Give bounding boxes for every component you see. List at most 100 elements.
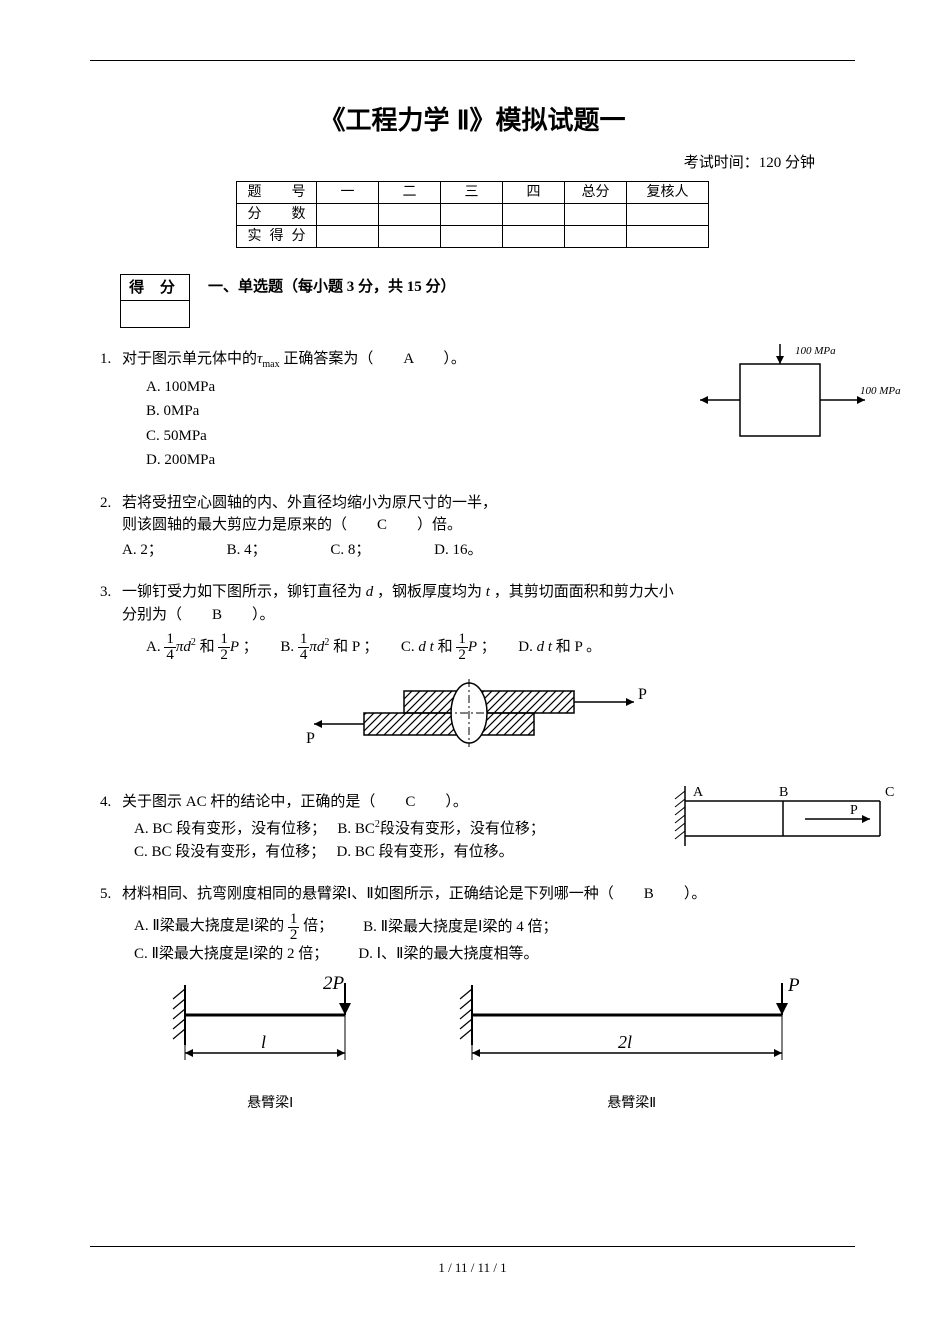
option-d: D. 16。 xyxy=(434,539,482,562)
cell: 复核人 xyxy=(627,181,709,203)
text: 对于图示单元体中的 xyxy=(122,351,257,367)
option-d: D. d t 和 P 。 xyxy=(518,639,601,655)
text: 和 xyxy=(200,639,215,655)
question-5: 5. 材料相同、抗弯刚度相同的悬臂梁Ⅰ、Ⅱ如图所示，正确结论是下列哪一种（ B … xyxy=(122,883,845,1114)
options: A. 14πd2 和 12P ； B. 14πd2 和 P ； C. d t 和… xyxy=(146,632,845,663)
svg-text:C: C xyxy=(885,785,894,800)
option-a: A. Ⅱ梁最大挠度是Ⅰ梁的 12 倍； xyxy=(134,918,337,934)
text: 和 P ； xyxy=(333,639,378,655)
option-c: C. Ⅱ梁最大挠度是Ⅰ梁的 2 倍； xyxy=(134,946,328,962)
text: ，钢板厚度均为 xyxy=(373,584,486,600)
stress-element-icon: 100 MPa 100 MPa xyxy=(685,344,905,459)
q4-text: 关于图示 AC 杆的结论中，正确的是（ C ）。 xyxy=(122,794,468,810)
svg-text:2l: 2l xyxy=(618,1032,632,1052)
svg-text:A: A xyxy=(693,785,704,800)
frac-d: 2 xyxy=(288,928,300,943)
cell: 四 xyxy=(503,181,565,203)
text: D. xyxy=(518,639,536,655)
cell xyxy=(379,225,441,247)
cantilever-beam-icon: P 2l xyxy=(452,975,812,1085)
option-a: A. BC 段有变形，没有位移； xyxy=(134,821,326,837)
opt-text: B. 0MPa xyxy=(146,403,199,419)
text: 和 P 。 xyxy=(556,639,601,655)
question-3: 3. 一铆钉受力如下图所示，铆钉直径为 d ，钢板厚度均为 t ，其剪切面面积和… xyxy=(122,581,845,771)
section-title: 一、单选题（每小题 3 分，共 15 分） xyxy=(100,274,845,299)
page-footer: 1 / 11 / 11 / 1 xyxy=(0,1258,945,1278)
cell: 分 数 xyxy=(237,203,317,225)
question-2: 2. 若将受扭空心圆轴的内、外直径均缩小为原尺寸的一半， 则该圆轴的最大剪应力是… xyxy=(122,492,845,562)
opt-text: A. 100MPa xyxy=(146,379,215,395)
beam-2-caption: 悬臂梁Ⅱ xyxy=(452,1093,812,1114)
option-c: C. d t 和 12P ； xyxy=(401,639,500,655)
text: 和 xyxy=(438,639,453,655)
pid2: πd xyxy=(309,639,324,655)
qnum: 3. xyxy=(100,581,111,604)
table-row: 实得分 xyxy=(237,225,709,247)
text: 正确答案为（ A ）。 xyxy=(280,351,466,367)
q5-text: 材料相同、抗弯刚度相同的悬臂梁Ⅰ、Ⅱ如图所示，正确结论是下列哪一种（ B ）。 xyxy=(122,886,706,902)
beam-1-caption: 悬臂梁Ⅰ xyxy=(155,1093,385,1114)
section-head: 得 分 一、单选题（每小题 3 分，共 15 分） xyxy=(100,274,845,328)
text: ； xyxy=(243,639,258,655)
page-title: 《工程力学 Ⅱ》模拟试题一 xyxy=(100,101,845,140)
cell xyxy=(441,225,503,247)
text: ； xyxy=(481,639,496,655)
frac-d: 4 xyxy=(164,648,176,663)
cell: 题 号 xyxy=(237,181,317,203)
q2-line2: 则该圆轴的最大剪应力是原来的（ C ）倍。 xyxy=(122,517,462,533)
bar-ac-icon: A B C P xyxy=(665,781,905,861)
option-a: A. 14πd2 和 12P ； xyxy=(146,639,262,655)
question-1: 1. 对于图示单元体中的τmax 正确答案为（ A ）。 A. 100MPa B… xyxy=(122,348,845,472)
beam-2-figure: P 2l 悬臂梁Ⅱ xyxy=(452,975,812,1114)
table-row: 题 号 一 二 三 四 总分 复核人 xyxy=(237,181,709,203)
cell xyxy=(565,203,627,225)
frac-n: 1 xyxy=(456,632,468,648)
cell xyxy=(317,225,379,247)
exam-time-value: 120 分钟 xyxy=(759,155,815,171)
text: 倍； xyxy=(303,918,333,934)
svg-text:100 MPa: 100 MPa xyxy=(795,345,836,357)
q4-figure: A B C P xyxy=(665,781,905,869)
pid2: πd xyxy=(176,639,191,655)
svg-text:2P: 2P xyxy=(323,975,345,994)
cell xyxy=(503,203,565,225)
cell: 总分 xyxy=(565,181,627,203)
text: ，其剪切面面积和剪力大小 xyxy=(490,584,674,600)
options: A. Ⅱ梁最大挠度是Ⅰ梁的 12 倍； B. Ⅱ梁最大挠度是Ⅰ梁的 4 倍； C… xyxy=(134,912,845,966)
q1-figure: 100 MPa 100 MPa xyxy=(685,344,905,467)
var-p: P xyxy=(230,639,239,655)
cell xyxy=(379,203,441,225)
score-table: 题 号 一 二 三 四 总分 复核人 分 数 实得分 xyxy=(236,181,709,248)
frac-n: 1 xyxy=(218,632,230,648)
q3-line2: 分别为（ B ）。 xyxy=(122,607,275,623)
var-p: P xyxy=(468,639,477,655)
bottom-rule xyxy=(90,1246,855,1247)
svg-text:P: P xyxy=(850,803,858,818)
q2-line1: 若将受扭空心圆轴的内、外直径均缩小为原尺寸的一半， xyxy=(122,495,497,511)
options: A. 2； B. 4； C. 8； D. 16。 xyxy=(122,539,845,562)
score-box: 得 分 xyxy=(120,274,190,328)
cell: 二 xyxy=(379,181,441,203)
table-row: 分 数 xyxy=(237,203,709,225)
svg-text:100 MPa: 100 MPa xyxy=(860,385,901,397)
cell xyxy=(627,225,709,247)
qnum: 5. xyxy=(100,883,111,906)
cell xyxy=(627,203,709,225)
dt: d t xyxy=(418,639,433,655)
qnum: 4. xyxy=(100,791,111,814)
option-b: B. 14πd2 和 P ； xyxy=(280,639,382,655)
dt: d t xyxy=(537,639,552,655)
frac-n: 1 xyxy=(164,632,176,648)
svg-text:P: P xyxy=(306,730,315,747)
option-a: A. 2； xyxy=(122,539,163,562)
option-b: B. 4； xyxy=(227,539,267,562)
qnum: 2. xyxy=(100,492,111,515)
frac-n: 1 xyxy=(288,912,300,928)
frac-d: 4 xyxy=(298,648,310,663)
score-box-label: 得 分 xyxy=(121,275,189,301)
sq: 2 xyxy=(324,637,329,648)
text: 一铆钉受力如下图所示，铆钉直径为 xyxy=(122,584,366,600)
cell xyxy=(503,225,565,247)
text: A. Ⅱ梁最大挠度是Ⅰ梁的 xyxy=(134,918,284,934)
option-d: D. BC 段有变形，有位移。 xyxy=(337,844,514,860)
